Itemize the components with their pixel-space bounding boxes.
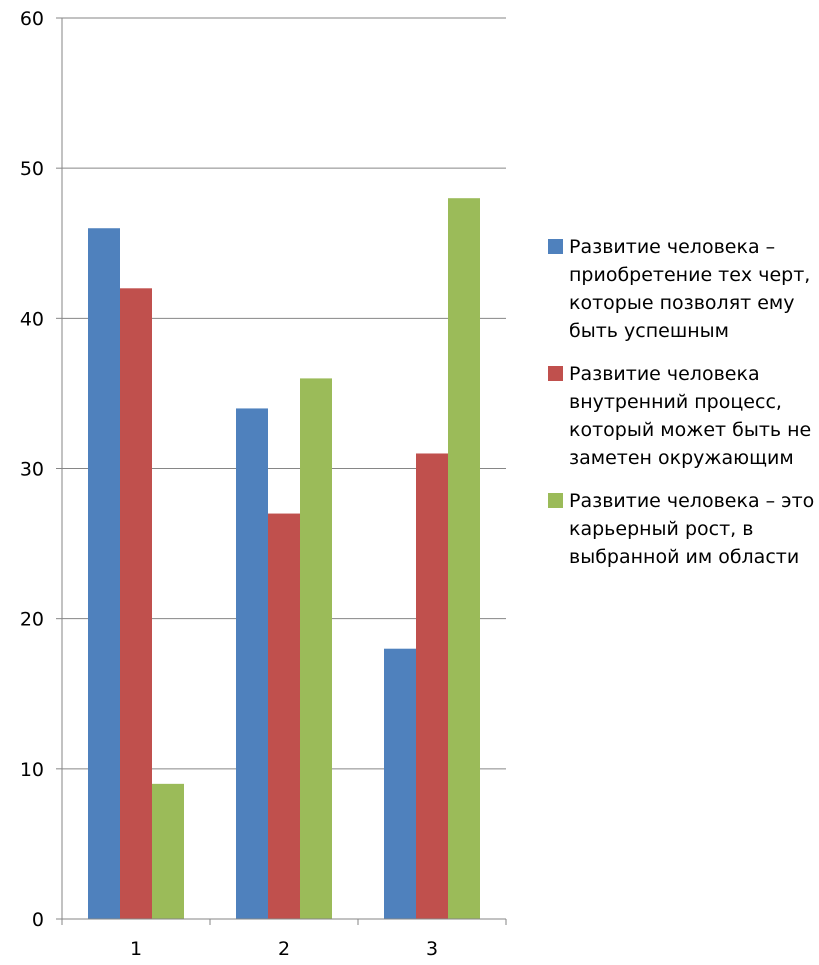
bar-series-3-cat-3 — [448, 198, 480, 919]
legend-swatch — [548, 493, 563, 508]
y-tick-label: 30 — [20, 459, 44, 481]
y-tick-label: 20 — [20, 609, 44, 631]
y-tick-label: 40 — [20, 308, 44, 330]
legend-item: Развитие человека – это карьерный рост, … — [548, 487, 816, 571]
bar-series-1-cat-1 — [88, 228, 120, 919]
x-tick-label: 1 — [130, 938, 142, 960]
axes — [56, 17, 507, 925]
legend-item: Развитие человека внутренний процесс, ко… — [548, 360, 816, 472]
bar-series-1-cat-3 — [384, 648, 416, 919]
bars — [88, 198, 480, 919]
y-tick-label: 60 — [20, 8, 44, 30]
legend-label: Развитие человека – приобретение тех чер… — [569, 236, 811, 342]
legend-swatch — [548, 366, 563, 381]
bar-series-2-cat-1 — [120, 288, 152, 919]
legend-label: Развитие человека – это карьерный рост, … — [569, 490, 815, 568]
legend-item: Развитие человека – приобретение тех чер… — [548, 233, 816, 345]
x-axis-tick-labels: 1 2 3 — [130, 938, 438, 960]
y-tick-label: 50 — [20, 158, 44, 180]
legend-swatch — [548, 239, 563, 254]
x-tick-label: 2 — [278, 938, 290, 960]
y-axis-tick-labels: 0 10 20 30 40 50 60 — [20, 8, 44, 931]
y-tick-label: 0 — [32, 909, 44, 931]
legend: Развитие человека – приобретение тех чер… — [548, 233, 816, 586]
x-tick-label: 3 — [426, 938, 438, 960]
bar-series-3-cat-2 — [300, 378, 332, 919]
bar-series-1-cat-2 — [236, 408, 268, 919]
bar-series-2-cat-3 — [416, 453, 448, 919]
legend-label: Развитие человека внутренний процесс, ко… — [569, 363, 812, 469]
bar-series-3-cat-1 — [152, 783, 184, 919]
bar-series-2-cat-2 — [268, 513, 300, 919]
y-tick-label: 10 — [20, 759, 44, 781]
